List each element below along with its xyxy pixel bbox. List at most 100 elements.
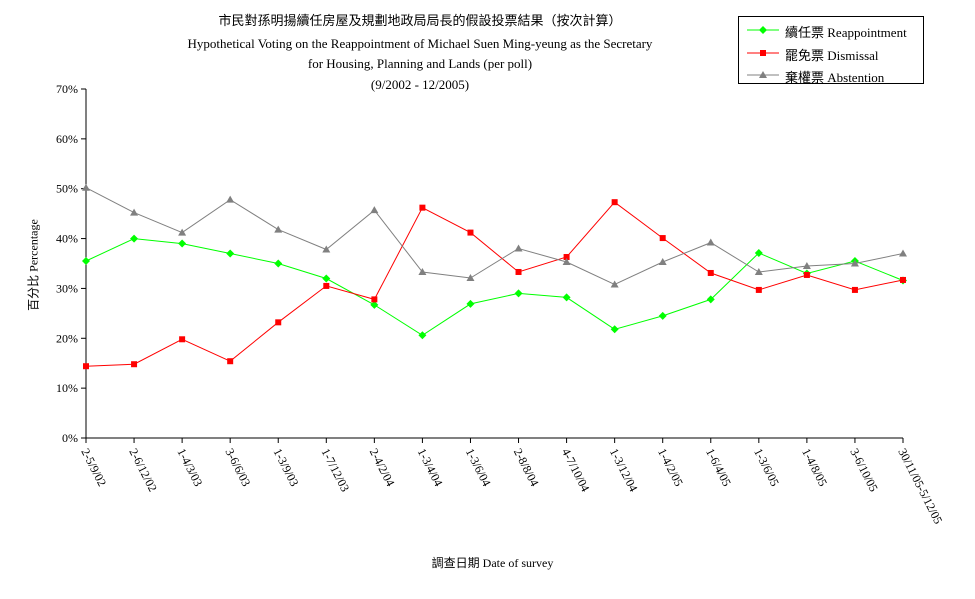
data-point-dismissal xyxy=(371,296,378,303)
data-point-reappointment xyxy=(82,257,90,266)
data-point-abstention xyxy=(178,228,187,236)
data-point-abstention xyxy=(274,225,283,233)
plot-axes xyxy=(81,88,904,443)
legend-label-dismissal: 罷免票 Dismissal xyxy=(785,48,879,63)
data-point-dismissal xyxy=(323,282,330,289)
y-axis-label: 百分比 Percentage xyxy=(26,219,41,311)
y-tick-label: 60% xyxy=(56,132,78,146)
y-tick-label: 30% xyxy=(56,281,78,295)
data-point-dismissal xyxy=(611,199,618,206)
x-tick-label: 2-6/12/02 xyxy=(126,446,160,494)
data-point-reappointment xyxy=(370,300,379,309)
x-tick-label: 1-3/9/03 xyxy=(271,446,302,489)
x-axis-label: 調查日期 Date of survey xyxy=(431,556,554,570)
x-tick-label: 30/11/05-5/12/05 xyxy=(895,446,945,526)
chart-title-english-line1: Hypothetical Voting on the Reappointment… xyxy=(187,36,653,51)
series-layer xyxy=(82,183,907,370)
data-point-reappointment xyxy=(514,289,523,298)
data-point-reappointment xyxy=(274,259,283,268)
tick-labels: 0% 10% 20% 30% 40% 50% 60% 70% 2-5/9/02 2-6/12/02… xyxy=(56,82,945,526)
data-point-abstention xyxy=(610,280,619,288)
data-point-reappointment xyxy=(706,295,715,304)
data-point-dismissal xyxy=(803,271,810,278)
data-point-dismissal xyxy=(755,286,762,293)
data-point-reappointment xyxy=(130,234,139,243)
data-point-abstention xyxy=(658,258,667,266)
data-point-reappointment xyxy=(178,239,187,248)
y-tick-label: 20% xyxy=(56,331,78,345)
x-tick-label: 4-7/10/04 xyxy=(559,446,593,494)
data-point-reappointment xyxy=(322,274,331,283)
data-point-abstention xyxy=(754,267,763,275)
legend-label-abstention: 棄權票 Abstention xyxy=(785,70,885,85)
x-tick-label: 3-6/6/03 xyxy=(223,446,254,489)
data-point-abstention xyxy=(514,244,523,252)
data-point-reappointment xyxy=(754,249,763,258)
x-tick-label: 1-3/6/05 xyxy=(751,446,782,489)
x-tick-label: 1-4/3/03 xyxy=(174,446,205,489)
x-tick-label: 1-3/12/04 xyxy=(607,446,641,494)
data-point-abstention xyxy=(466,273,475,281)
data-point-abstention xyxy=(802,261,811,269)
legend-swatch-dismissal xyxy=(747,50,779,56)
x-tick-label: 1-7/12/03 xyxy=(319,446,353,494)
data-point-dismissal xyxy=(851,286,858,293)
data-point-dismissal xyxy=(83,363,89,370)
x-tick-label: 3-6/10/05 xyxy=(847,446,881,494)
x-tick-label: 1-4/2/05 xyxy=(655,446,686,489)
legend-entry-dismissal: 罷免票 Dismissal xyxy=(739,43,925,63)
data-point-abstention xyxy=(370,206,379,214)
data-point-abstention xyxy=(899,249,907,257)
data-point-reappointment xyxy=(418,331,427,340)
legend-label-reappointment: 續任票 Reappointment xyxy=(785,25,907,40)
legend-entry-reappointment: 續任票 Reappointment xyxy=(739,20,925,40)
data-point-dismissal xyxy=(275,319,282,326)
chart-title-english-line2: for Housing, Planning and Lands (per pol… xyxy=(307,56,533,71)
data-point-abstention xyxy=(418,267,427,275)
data-point-abstention xyxy=(82,183,90,191)
data-point-reappointment xyxy=(562,293,571,302)
data-point-abstention xyxy=(322,245,331,253)
data-point-dismissal xyxy=(659,235,666,242)
data-point-dismissal xyxy=(707,269,714,276)
x-tick-label: 2-5/9/02 xyxy=(78,446,109,489)
y-tick-label: 0% xyxy=(62,431,78,445)
data-point-reappointment xyxy=(226,249,235,258)
y-tick-label: 40% xyxy=(56,232,78,246)
y-tick-label: 10% xyxy=(56,381,78,395)
data-point-abstention xyxy=(706,238,715,246)
data-point-dismissal xyxy=(179,336,186,343)
chart-subtitle-period: (9/2002 - 12/2005) xyxy=(370,77,470,92)
data-point-abstention xyxy=(226,195,235,203)
data-point-reappointment xyxy=(466,299,475,308)
data-point-abstention xyxy=(130,208,139,216)
data-point-dismissal xyxy=(419,204,426,211)
x-tick-label: 1-3/6/04 xyxy=(463,446,494,489)
data-point-dismissal xyxy=(131,361,138,368)
data-point-dismissal xyxy=(227,358,234,365)
legend-swatch-abstention xyxy=(747,71,779,78)
x-tick-label: 2-8/8/04 xyxy=(511,446,542,489)
data-point-abstention xyxy=(850,259,859,267)
series-line-abstention xyxy=(85,187,904,285)
y-tick-label: 70% xyxy=(56,82,78,96)
data-point-dismissal xyxy=(467,229,474,236)
x-tick-label: 1-3/4/04 xyxy=(415,446,446,489)
data-point-abstention xyxy=(562,258,571,266)
legend-entry-abstention: 棄權票 Abstention xyxy=(739,65,925,85)
chart-title-chinese: 市民對孫明揚續任房屋及規劃地政局局長的假設投票結果（按次計算） xyxy=(218,13,622,28)
x-tick-label: 1-6/4/05 xyxy=(703,446,734,489)
series-line-dismissal xyxy=(85,201,904,367)
legend-swatch-reappointment xyxy=(747,26,779,34)
data-point-dismissal xyxy=(515,268,522,275)
data-point-dismissal xyxy=(563,254,570,261)
x-tick-label: 2-4/2/04 xyxy=(367,446,398,489)
chart-legend: 續任票 Reappointment 罷免票 Dismissal 棄權票 Abst… xyxy=(738,16,925,85)
data-point-reappointment xyxy=(658,311,667,320)
data-point-dismissal xyxy=(900,276,906,283)
y-tick-label: 50% xyxy=(56,182,78,196)
series-line-reappointment xyxy=(85,238,904,336)
x-tick-label: 1-4/8/05 xyxy=(799,446,830,489)
data-point-reappointment xyxy=(610,325,619,334)
